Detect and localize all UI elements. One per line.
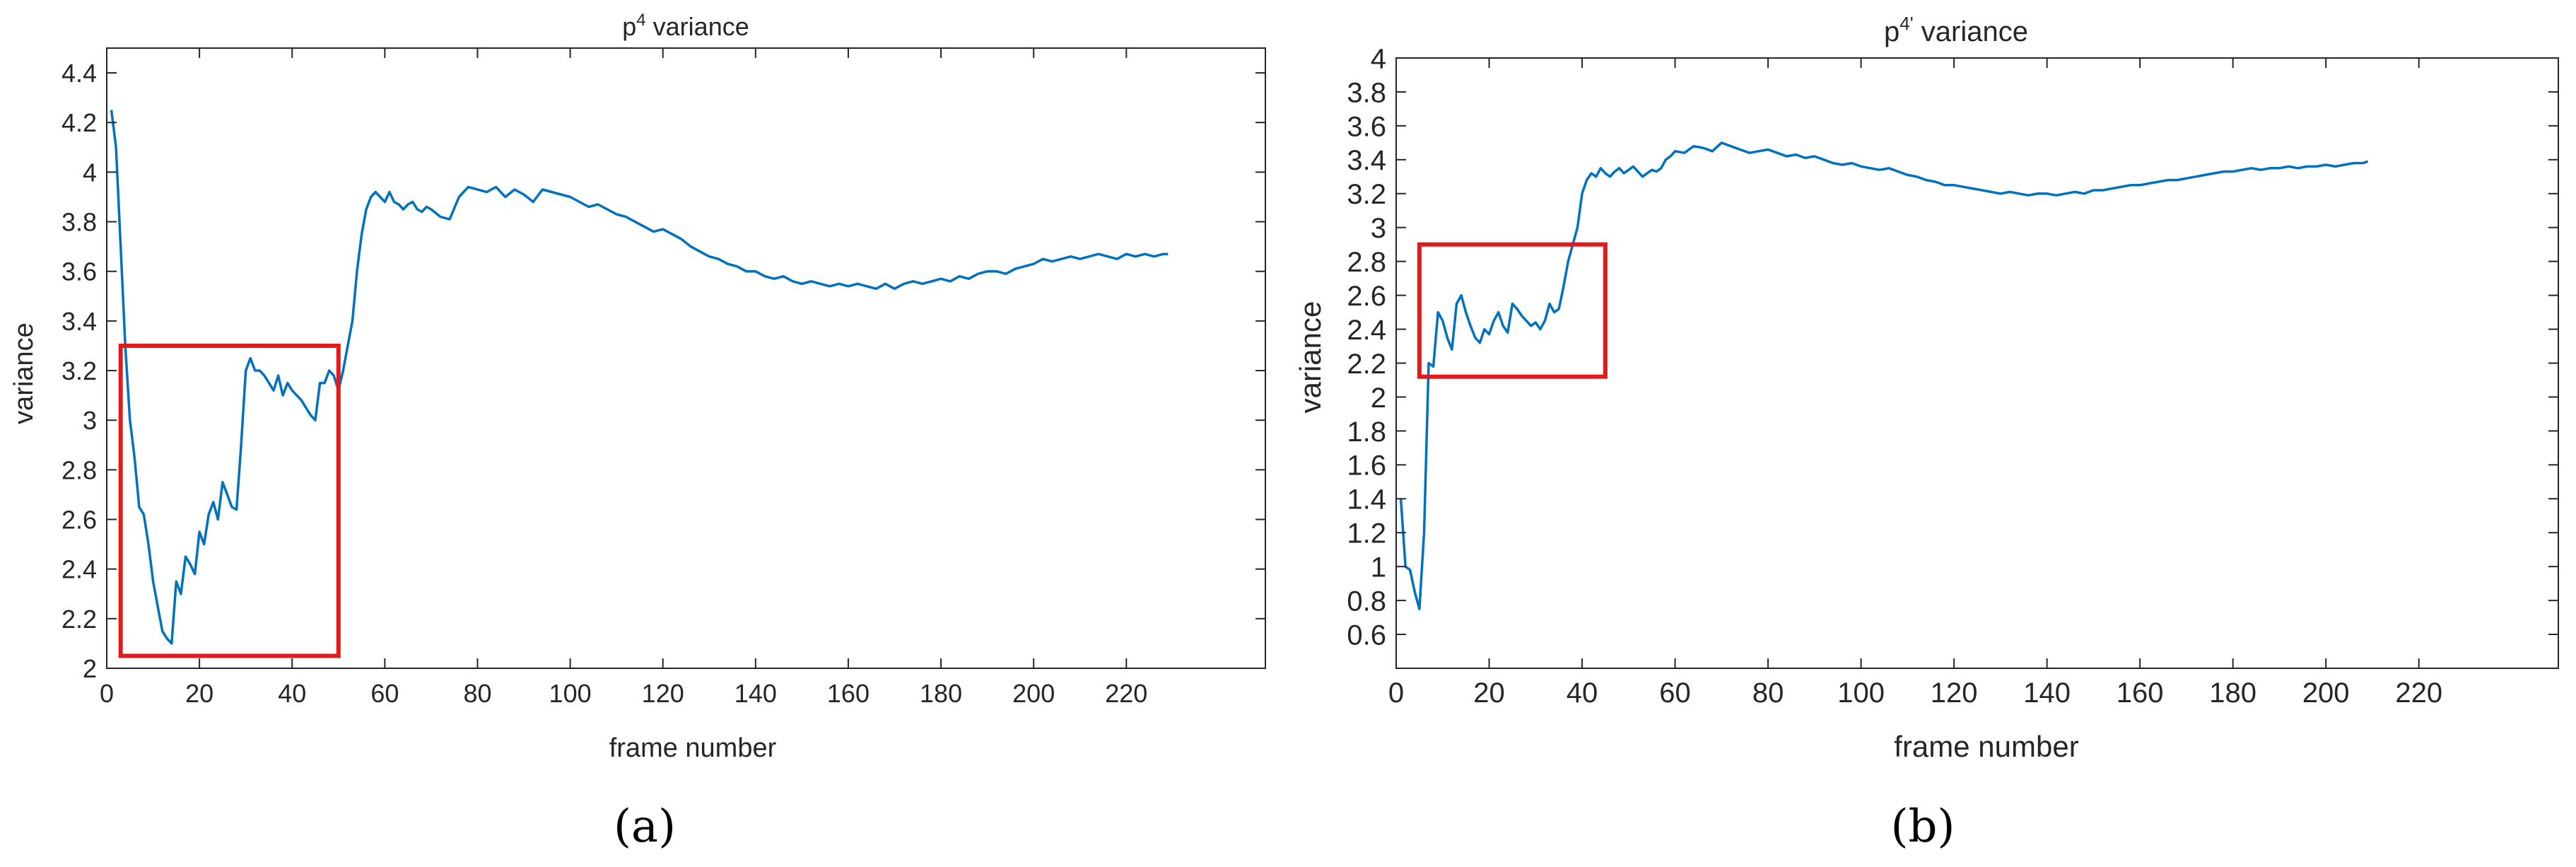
x-tick-label: 60 [1659, 677, 1691, 709]
y-tick-label: 0.8 [1347, 586, 1386, 617]
y-tick-label: 3.2 [1347, 179, 1386, 210]
axes: 0 20 40 60 80 100 120 140 160 180 200 220 0.60.811.2… [1347, 43, 2559, 709]
x-tick-label: 180 [2209, 677, 2256, 709]
y-axis-label: variance [9, 322, 39, 424]
x-tick-label: 180 [920, 679, 962, 708]
x-tick-label: 100 [1837, 677, 1885, 709]
y-tick-label: 3 [83, 406, 97, 435]
y-tick-label: 4 [1371, 43, 1386, 74]
x-tick-label: 140 [734, 679, 777, 708]
y-tick-label: 2.8 [62, 455, 97, 484]
x-tick-label: 20 [1473, 677, 1505, 709]
x-tick-label: 100 [549, 679, 592, 708]
y-tick-label: 2.6 [1347, 281, 1386, 312]
y-tick-label: 3 [1371, 213, 1386, 244]
chart-title: p4 variance [622, 11, 749, 41]
y-tick-label: 1.6 [1347, 450, 1386, 482]
chart-title: p4' variance [1884, 13, 2028, 47]
y-tick-label: 3.6 [62, 257, 97, 286]
y-tick-label: 3.6 [1347, 111, 1386, 142]
chart-panel-b: p4' variance 0 20 40 60 80 100 120 140 160 180 200… [1294, 13, 2559, 853]
x-axis-label: frame number [609, 733, 777, 763]
x-tick-label: 80 [1752, 677, 1784, 709]
y-axis-label: variance [1294, 301, 1327, 414]
y-tick-label: 4 [83, 158, 97, 187]
y-tick-label: 2.2 [62, 605, 97, 634]
x-tick-label: 0 [1388, 677, 1404, 709]
x-tick-label: 60 [370, 679, 399, 708]
panel-caption-b: (b) [1891, 801, 1955, 853]
axes: 0 20 40 60 80 100 120 140 160 180 200 220 2 2.2 2.4 2.6… [62, 47, 1266, 708]
x-tick-label: 0 [100, 679, 114, 708]
y-tick-label: 1 [1371, 552, 1386, 583]
x-tick-label: 20 [185, 679, 213, 708]
y-tick-label: 3.2 [62, 356, 97, 385]
y-tick-label: 2.6 [62, 505, 97, 534]
x-tick-label: 140 [2023, 677, 2071, 709]
y-tick-label: 3.8 [62, 208, 97, 237]
x-tick-label: 80 [463, 679, 491, 708]
panel-caption-a: (a) [614, 801, 676, 853]
y-tick-label: 3.4 [62, 307, 97, 336]
series-layer [1399, 141, 2368, 610]
x-tick-label: 160 [2117, 677, 2164, 709]
y-tick-label: 3.4 [1347, 145, 1386, 176]
y-tick-label: 1.8 [1347, 417, 1386, 448]
highlight-box [1417, 242, 1608, 379]
x-tick-label: 200 [1012, 679, 1055, 708]
x-tick-label: 120 [642, 679, 684, 708]
y-tick-label: 1.4 [1347, 484, 1386, 516]
x-tick-label: 40 [278, 679, 306, 708]
plot-frame [106, 47, 1266, 669]
x-tick-label: 40 [1567, 677, 1598, 709]
chart-panel-a: p4 variance 0 20 40 60 80 100 120 140 160 180 200 2… [9, 11, 1266, 853]
x-tick-label: 160 [827, 679, 870, 708]
series-layer [110, 110, 1169, 645]
series-line [1399, 141, 2368, 610]
x-axis-label: frame number [1894, 730, 2078, 763]
y-tick-label: 2.4 [1347, 315, 1386, 346]
y-tick-label: 4.4 [62, 59, 97, 88]
x-tick-label: 200 [2302, 677, 2350, 709]
y-tick-label: 3.8 [1347, 77, 1386, 108]
series-line [110, 110, 1169, 645]
y-tick-label: 2 [1371, 383, 1386, 414]
highlight-layer [1417, 242, 1608, 379]
highlight-layer [118, 343, 341, 658]
x-tick-label: 220 [1105, 679, 1147, 708]
y-tick-label: 1.2 [1347, 518, 1386, 549]
plot-frame [1395, 57, 2559, 669]
y-tick-label: 2.4 [62, 555, 97, 584]
y-tick-label: 2 [83, 654, 97, 683]
x-tick-label: 120 [1931, 677, 1978, 709]
y-tick-label: 2.8 [1347, 247, 1386, 278]
y-tick-label: 4.2 [62, 108, 97, 137]
y-tick-label: 2.2 [1347, 349, 1386, 380]
highlight-box [118, 343, 341, 658]
y-tick-label: 0.6 [1347, 619, 1386, 651]
x-tick-label: 220 [2395, 677, 2442, 709]
